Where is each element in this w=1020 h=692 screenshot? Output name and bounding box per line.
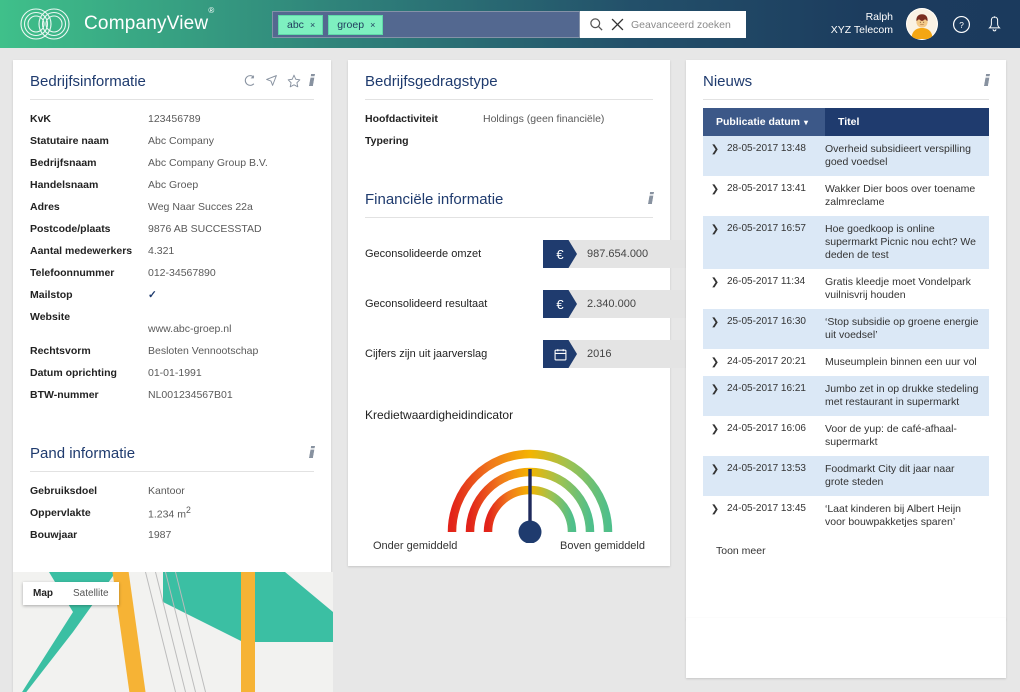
- svg-text:?: ?: [959, 19, 964, 29]
